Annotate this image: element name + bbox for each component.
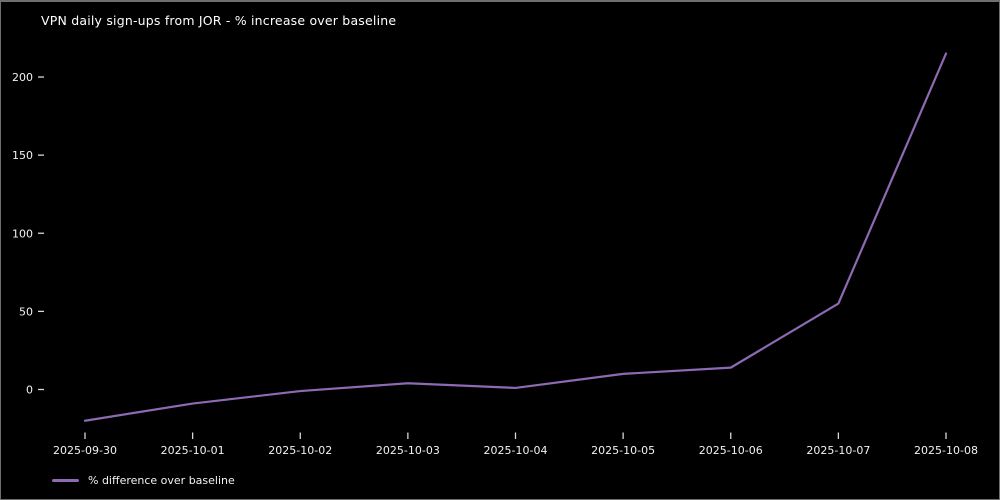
y-tick-label: 100: [12, 227, 33, 240]
x-tick-label: 2025-10-04: [484, 444, 548, 457]
chart-title: VPN daily sign-ups from JOR - % increase…: [41, 13, 397, 28]
legend-label: % difference over baseline: [88, 474, 235, 487]
legend: % difference over baseline: [52, 474, 235, 487]
x-tick-label: 2025-10-08: [914, 444, 978, 457]
data-line-series: [83, 52, 948, 422]
x-tick-label: 2025-10-02: [268, 444, 332, 457]
x-tick-label: 2025-10-01: [161, 444, 225, 457]
x-tick-label: 2025-10-05: [591, 444, 655, 457]
y-tick-label: 200: [12, 71, 33, 84]
y-tick-label: 0: [26, 384, 33, 397]
x-tick-label: 2025-10-03: [376, 444, 440, 457]
y-tick-label: 150: [12, 149, 33, 162]
legend-line-swatch: [52, 479, 79, 482]
y-tick-label: 50: [19, 305, 33, 318]
x-tick-label: 2025-10-07: [806, 444, 870, 457]
x-tick-label: 2025-10-06: [699, 444, 763, 457]
x-tick-label: 2025-09-30: [53, 444, 117, 457]
